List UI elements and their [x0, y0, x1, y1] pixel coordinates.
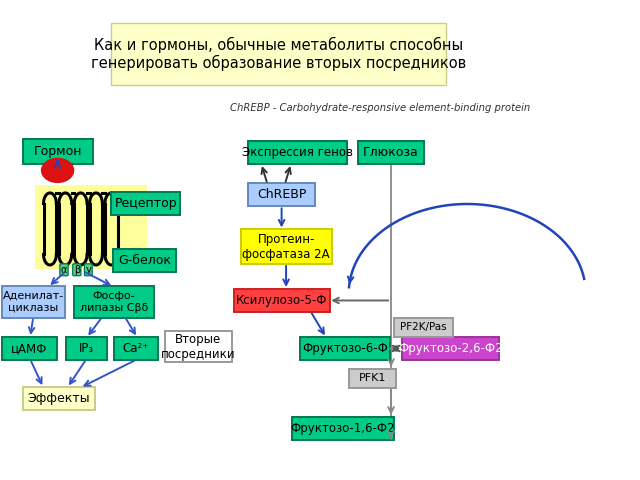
Text: Ксилулозо-5-Ф: Ксилулозо-5-Ф	[236, 294, 328, 307]
FancyBboxPatch shape	[2, 337, 57, 360]
FancyBboxPatch shape	[248, 183, 315, 206]
Text: Экспрессия генов: Экспрессия генов	[242, 146, 353, 159]
FancyBboxPatch shape	[234, 289, 330, 312]
FancyBboxPatch shape	[248, 141, 347, 164]
Text: Фосфо-
липазы Cβδ: Фосфо- липазы Cβδ	[80, 291, 148, 313]
FancyBboxPatch shape	[2, 286, 65, 318]
Circle shape	[42, 158, 74, 182]
FancyBboxPatch shape	[394, 318, 453, 337]
Text: PFK1: PFK1	[359, 373, 386, 383]
FancyBboxPatch shape	[300, 337, 390, 360]
FancyBboxPatch shape	[35, 185, 147, 269]
FancyBboxPatch shape	[349, 369, 396, 388]
Text: Как и гормоны, обычные метаболиты способны
генерировать образование вторых посре: Как и гормоны, обычные метаболиты способ…	[91, 36, 466, 72]
FancyBboxPatch shape	[292, 417, 394, 440]
Text: β: β	[74, 265, 80, 275]
FancyBboxPatch shape	[23, 139, 93, 164]
Text: Рецептор: Рецептор	[115, 196, 177, 210]
Text: Гормон: Гормон	[34, 145, 82, 158]
FancyBboxPatch shape	[23, 387, 95, 410]
Text: α: α	[61, 265, 67, 275]
FancyBboxPatch shape	[111, 23, 446, 85]
Text: ChREBP: ChREBP	[257, 188, 307, 202]
FancyBboxPatch shape	[402, 337, 499, 360]
Text: Глюкоза: Глюкоза	[363, 146, 419, 159]
FancyBboxPatch shape	[114, 337, 158, 360]
Text: IP₃: IP₃	[79, 342, 94, 355]
FancyBboxPatch shape	[66, 337, 107, 360]
FancyBboxPatch shape	[165, 331, 232, 362]
Text: Фруктозо-6-Ф: Фруктозо-6-Ф	[302, 342, 388, 355]
FancyBboxPatch shape	[113, 249, 176, 272]
Text: PF2K/Pas: PF2K/Pas	[401, 323, 447, 332]
Text: Ca²⁺: Ca²⁺	[123, 342, 149, 355]
FancyBboxPatch shape	[111, 192, 180, 215]
FancyBboxPatch shape	[74, 286, 154, 318]
Text: G-белок: G-белок	[118, 254, 171, 267]
Text: Аденилат-
циклазы: Аденилат- циклазы	[3, 291, 64, 313]
FancyBboxPatch shape	[241, 229, 332, 264]
Text: цАМФ: цАМФ	[12, 342, 47, 355]
FancyBboxPatch shape	[358, 141, 424, 164]
Text: Протеин-
фосфатаза 2А: Протеин- фосфатаза 2А	[243, 233, 330, 261]
Text: Фруктозо-1,6-Ф2: Фруктозо-1,6-Ф2	[291, 421, 395, 435]
Text: Эффекты: Эффекты	[28, 392, 90, 405]
Text: Фруктозо-2,6-Ф2: Фруктозо-2,6-Ф2	[398, 342, 503, 355]
Text: ChREBP - Carbohydrate-responsive element-binding protein: ChREBP - Carbohydrate-responsive element…	[230, 103, 531, 113]
Text: γ: γ	[85, 265, 92, 275]
Text: Вторые
посредники: Вторые посредники	[161, 333, 236, 360]
